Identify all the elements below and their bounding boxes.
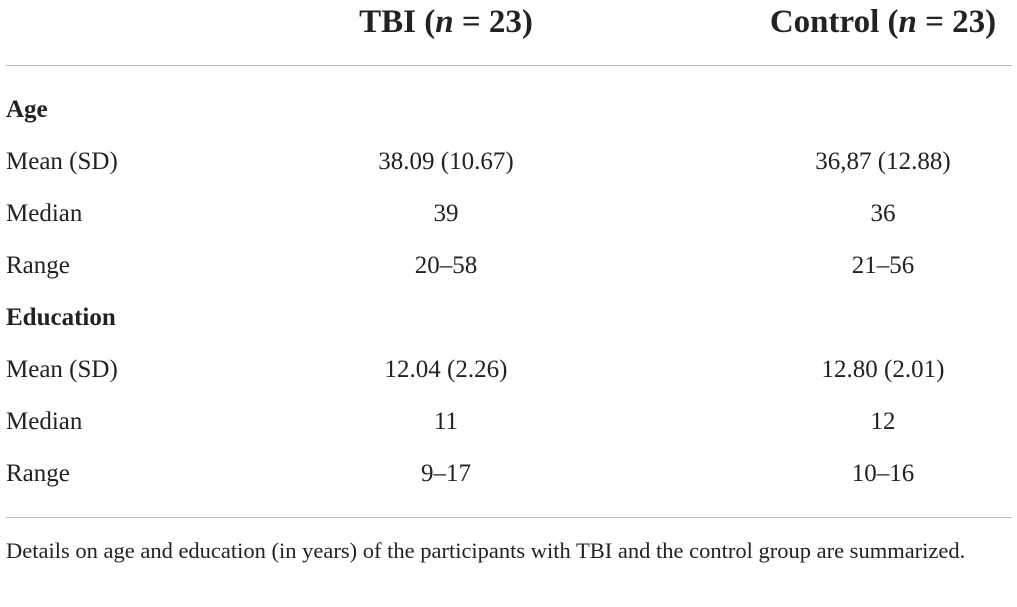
column-header: Control (n = 23) [770,0,996,44]
cell-value: 12 [870,408,896,435]
cell-value: 21–56 [851,252,915,279]
cell-value: 20–58 [414,252,478,279]
cell-value: 39 [433,200,459,227]
header-part: n [898,4,917,40]
cell-value: 9–17 [421,460,471,487]
section-title: Education [6,304,116,331]
header-part: Control ( [769,4,899,40]
row-label: Median [6,200,83,227]
cell-value: 36,87 (12.88) [815,148,951,175]
row-label: Median [6,408,83,435]
footnote: Details on age and education (in years) … [6,538,966,563]
bottom-rule [6,517,1012,518]
cell-value: 12.80 (2.01) [821,356,945,383]
row-label: Mean (SD) [6,356,118,383]
row-label: Mean (SD) [6,148,118,175]
header-part: TBI ( [359,4,436,40]
cell-value: 10–16 [851,460,915,487]
header-rule [6,65,1012,66]
cell-value: 11 [433,408,459,435]
row-label: Range [6,252,70,279]
section-title: Age [6,96,48,123]
header-part: = 23) [916,4,997,40]
column-header: TBI (n = 23) [359,0,533,44]
header-part: = 23) [453,4,533,40]
row-label: Range [6,460,70,487]
header-part: n [435,4,454,40]
cell-value: 38.09 (10.67) [378,148,514,175]
cell-value: 36 [870,200,896,227]
cell-value: 12.04 (2.26) [384,356,508,383]
